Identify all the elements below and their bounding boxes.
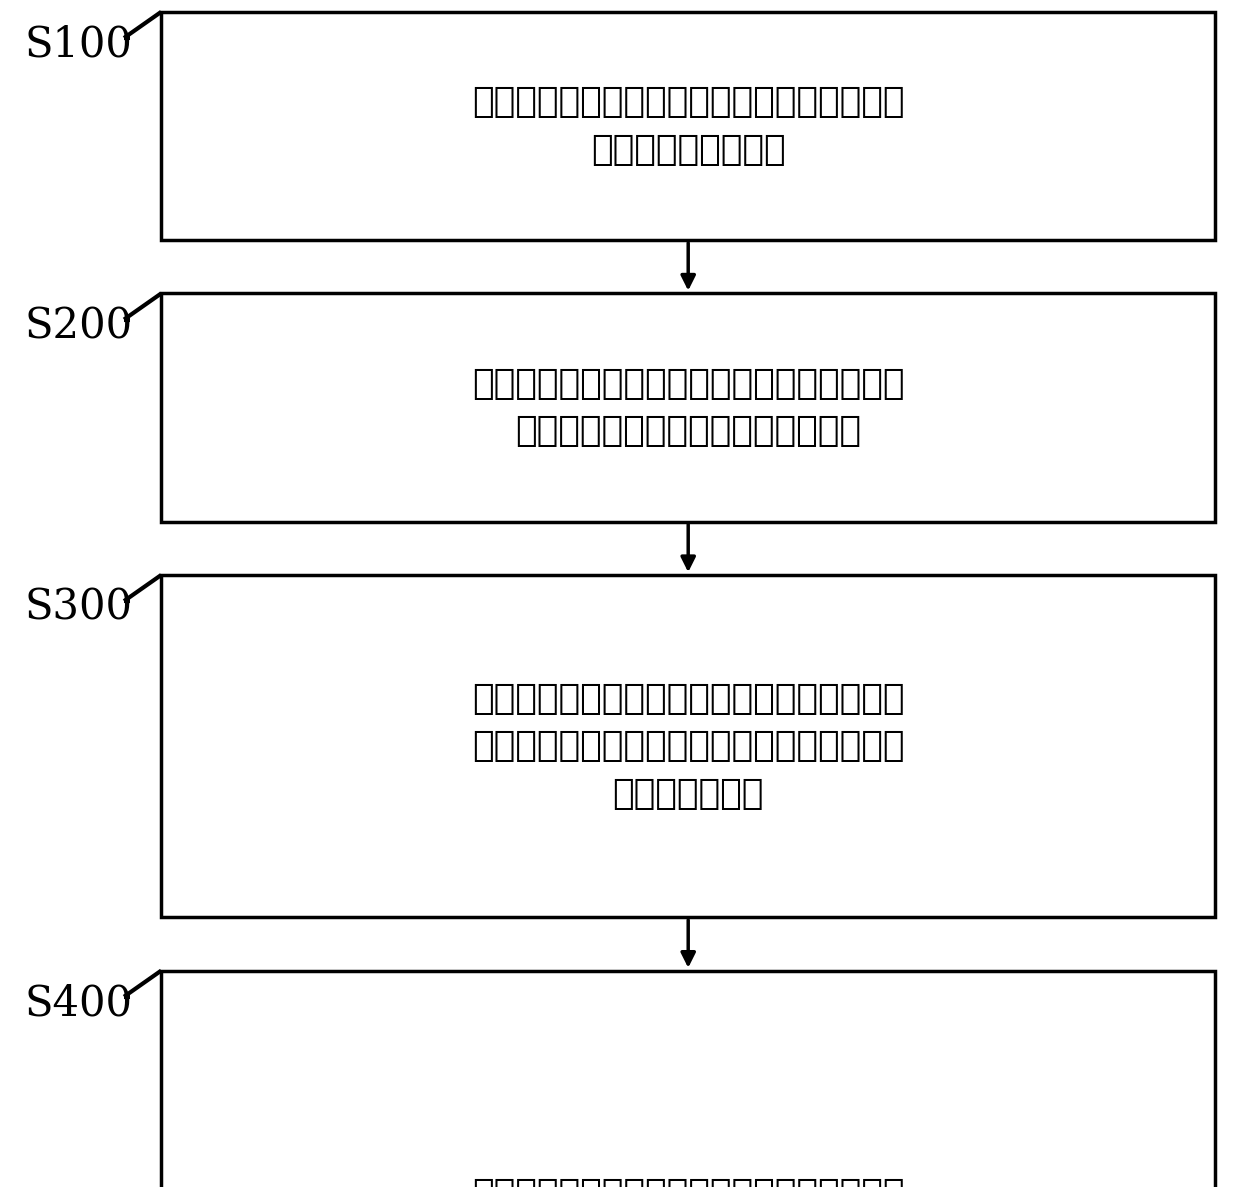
Text: 基于目标区域，提取历史测风塔观测数据中的
代表性天气特征个例: 基于目标区域，提取历史测风塔观测数据中的 代表性天气特征个例	[472, 85, 904, 166]
Bar	[161, 12, 1215, 240]
Text: S200: S200	[25, 305, 133, 348]
Bar	[161, 293, 1215, 521]
Text: 根据影响风场模拟效果的物理过程，构建与所
述目标区域对应的第一模拟方案组合: 根据影响风场模拟效果的物理过程，构建与所 述目标区域对应的第一模拟方案组合	[472, 367, 904, 449]
Text: 根据所述敏感物理优化方案构建第二模拟方案
组合，并且基于所述第二模拟方案组合，根据
包含均方根误差参数和相关系数参数的目标函
数，得到优化参数方案组合，以便于根: 根据所述敏感物理优化方案构建第二模拟方案 组合，并且基于所述第二模拟方案组合，根…	[472, 1178, 904, 1187]
Text: S100: S100	[25, 24, 133, 65]
Bar	[161, 575, 1215, 918]
Text: S300: S300	[25, 586, 133, 629]
Text: 基于所述代表性天气特征个例和所述第一模拟
方案组合进行物理过程的敏感性分析，获得敏
感物理优化方案: 基于所述代表性天气特征个例和所述第一模拟 方案组合进行物理过程的敏感性分析，获得…	[472, 681, 904, 811]
Bar	[161, 971, 1215, 1187]
Text: S400: S400	[25, 983, 133, 1024]
